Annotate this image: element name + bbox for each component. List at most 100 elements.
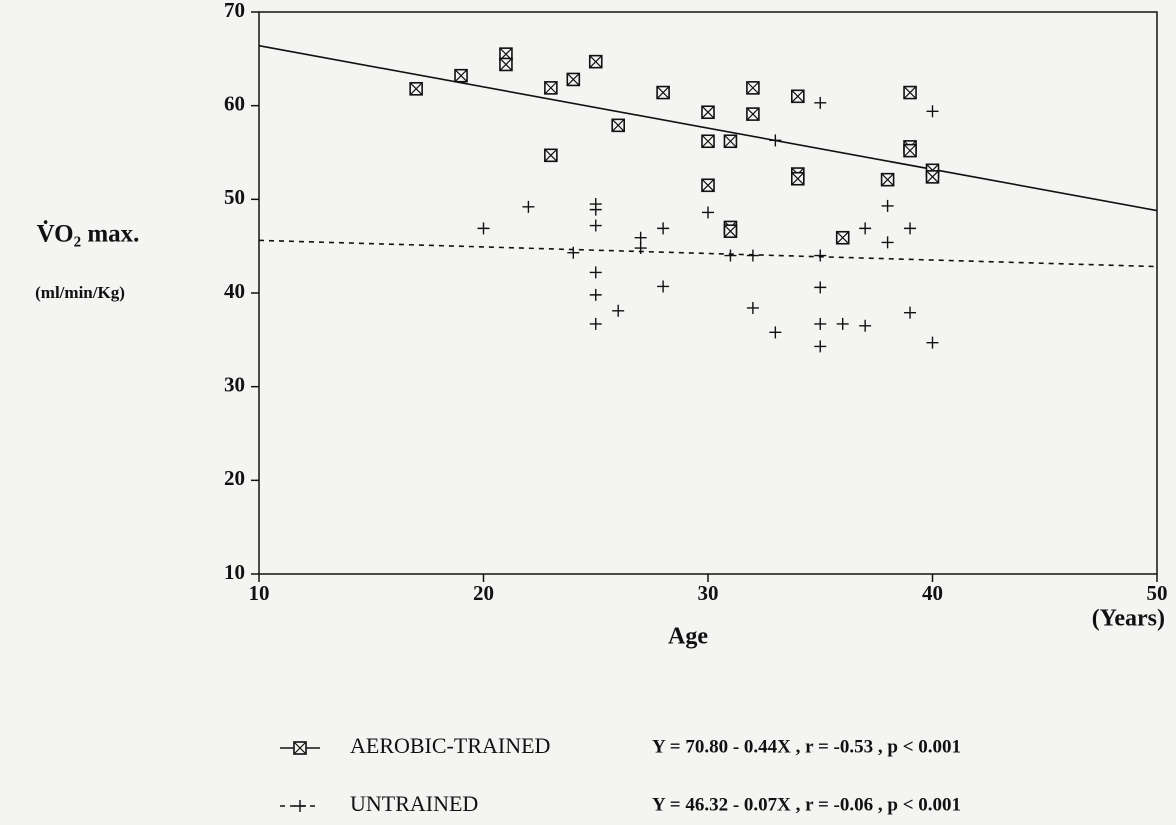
point bbox=[409, 82, 423, 96]
y-axis-unit: (ml/min/Kg) bbox=[35, 283, 125, 302]
marker-cross bbox=[701, 134, 715, 148]
point bbox=[589, 317, 602, 330]
point bbox=[746, 81, 760, 95]
marker-plus bbox=[859, 222, 872, 235]
marker-plus bbox=[702, 206, 714, 219]
marker-plus bbox=[814, 249, 827, 262]
point bbox=[589, 203, 602, 216]
marker-cross bbox=[836, 231, 850, 245]
marker-plus bbox=[814, 340, 827, 353]
point bbox=[746, 107, 760, 121]
marker-cross bbox=[544, 148, 558, 162]
marker-cross bbox=[746, 81, 760, 95]
marker-plus bbox=[724, 249, 737, 262]
marker-plus bbox=[634, 242, 647, 255]
point bbox=[790, 171, 805, 186]
point bbox=[881, 236, 894, 249]
marker-plus bbox=[477, 222, 490, 235]
marker-plus bbox=[836, 317, 849, 330]
legend-marker bbox=[294, 800, 306, 812]
marker-cross bbox=[293, 741, 307, 755]
marker-plus bbox=[859, 319, 872, 332]
marker-plus bbox=[881, 199, 894, 212]
y-tick-label: 40 bbox=[224, 279, 245, 303]
marker-cross bbox=[791, 89, 805, 103]
point bbox=[881, 199, 894, 212]
point bbox=[612, 304, 625, 317]
marker-plus bbox=[589, 219, 602, 232]
point bbox=[454, 68, 468, 83]
point bbox=[904, 306, 917, 319]
point bbox=[477, 222, 490, 235]
point bbox=[499, 57, 513, 72]
point bbox=[904, 222, 917, 235]
marker-plus bbox=[746, 301, 759, 314]
marker-cross bbox=[566, 73, 580, 86]
point bbox=[903, 85, 917, 100]
point bbox=[566, 72, 581, 87]
point bbox=[544, 148, 558, 163]
x-tick-label: 30 bbox=[698, 581, 719, 605]
x-tick-label: 20 bbox=[473, 581, 494, 605]
marker-cross bbox=[903, 86, 917, 99]
marker-cross bbox=[409, 82, 423, 96]
marker-cross bbox=[903, 144, 917, 158]
marker-cross bbox=[701, 178, 715, 192]
marker-plus bbox=[657, 280, 670, 293]
y-tick-label: 10 bbox=[224, 560, 245, 584]
point bbox=[814, 96, 827, 109]
x-axis-unit: (Years) bbox=[1092, 606, 1165, 632]
point bbox=[723, 134, 738, 149]
point bbox=[634, 231, 647, 244]
marker-plus bbox=[814, 317, 827, 330]
fit-line bbox=[258, 44, 1158, 212]
point bbox=[769, 134, 782, 147]
marker-cross bbox=[454, 69, 468, 83]
marker-cross bbox=[544, 81, 558, 95]
point bbox=[657, 280, 670, 293]
marker-plus bbox=[612, 304, 625, 317]
point bbox=[746, 249, 759, 262]
legend-equation: Y = 70.80 - 0.44X , r = -0.53 , p < 0.00… bbox=[652, 736, 961, 757]
legend-label: AEROBIC-TRAINED bbox=[350, 733, 550, 758]
point bbox=[835, 230, 850, 245]
marker-cross bbox=[724, 134, 737, 148]
point bbox=[926, 336, 939, 349]
marker-cross bbox=[701, 105, 715, 119]
point bbox=[634, 242, 647, 255]
marker-plus bbox=[769, 326, 782, 339]
x-tick-label: 10 bbox=[249, 581, 270, 605]
point bbox=[836, 317, 849, 330]
point bbox=[701, 178, 715, 193]
point bbox=[903, 143, 917, 158]
point bbox=[588, 54, 603, 69]
marker-cross bbox=[724, 224, 737, 238]
point bbox=[769, 326, 782, 339]
point bbox=[701, 105, 715, 120]
x-tick-label: 50 bbox=[1147, 581, 1168, 605]
marker-cross bbox=[589, 55, 603, 69]
point bbox=[611, 118, 626, 133]
point bbox=[589, 288, 602, 301]
point bbox=[522, 200, 535, 213]
y-tick-label: 70 bbox=[224, 0, 245, 22]
marker-plus bbox=[746, 249, 759, 262]
legend-equation: Y = 46.32 - 0.07X , r = -0.06 , p < 0.00… bbox=[652, 794, 961, 815]
x-axis-label: Age bbox=[668, 624, 708, 650]
marker-plus bbox=[881, 236, 894, 249]
point bbox=[926, 105, 939, 118]
point bbox=[880, 172, 895, 187]
y-axis-label: V̇O₂ max. bbox=[37, 220, 140, 248]
marker-plus bbox=[926, 336, 939, 349]
marker-plus bbox=[904, 222, 917, 235]
marker-plus bbox=[522, 200, 535, 213]
point bbox=[544, 81, 558, 95]
point bbox=[859, 222, 872, 235]
marker-plus bbox=[589, 203, 602, 216]
marker-plus bbox=[657, 222, 670, 235]
marker-plus bbox=[634, 231, 647, 244]
marker-plus bbox=[769, 134, 782, 147]
point bbox=[702, 206, 714, 219]
